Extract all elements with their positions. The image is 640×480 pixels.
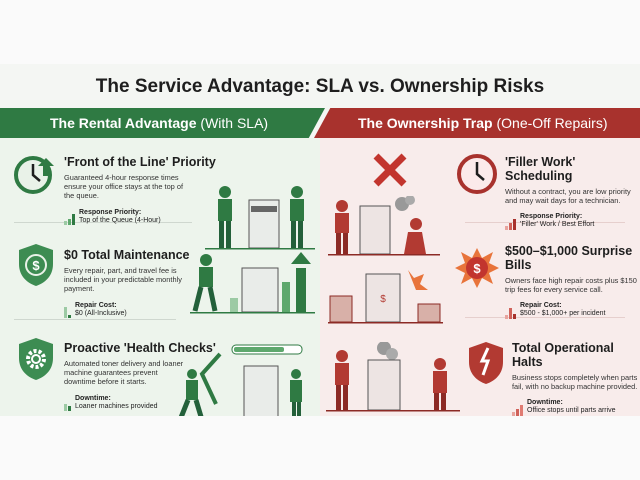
ownership-item-scheduling: 'Filler Work' Scheduling Without a contra… bbox=[505, 155, 631, 230]
bar-chart-icon bbox=[512, 404, 523, 416]
clock-arrow-icon bbox=[14, 156, 54, 194]
robot-arm-copier-illustration bbox=[178, 344, 303, 416]
bar-chart-icon bbox=[64, 214, 75, 226]
bar-chart-icon bbox=[505, 218, 516, 230]
bar-chart-icon bbox=[505, 307, 516, 319]
svg-text:$: $ bbox=[473, 261, 481, 276]
bar-chart-icon bbox=[64, 307, 71, 319]
technician-savings-illustration bbox=[190, 252, 315, 314]
svg-text:$: $ bbox=[32, 258, 40, 273]
divider bbox=[14, 222, 192, 223]
technicians-copier-illustration bbox=[205, 186, 315, 250]
infographic: The Service Advantage: SLA vs. Ownership… bbox=[0, 64, 640, 416]
bar-chart-icon bbox=[64, 404, 71, 412]
rental-item-health-checks: Proactive 'Health Checks' Automated toner… bbox=[64, 341, 216, 412]
dollar-shield-icon: $ bbox=[19, 244, 53, 286]
rental-item-priority: 'Front of the Line' Priority Guaranteed 4… bbox=[64, 155, 216, 226]
gear-shield-icon bbox=[19, 338, 53, 380]
divider bbox=[465, 317, 625, 318]
page-title: The Service Advantage: SLA vs. Ownership… bbox=[95, 76, 545, 97]
broken-shield-icon bbox=[469, 342, 503, 384]
divider bbox=[14, 319, 176, 320]
dollar-burst-icon: $ bbox=[455, 248, 499, 288]
halted-office-illustration bbox=[326, 342, 460, 412]
repair-bills-illustration: $ bbox=[328, 270, 443, 324]
rental-item-maintenance: $0 Total Maintenance Every repair, part, … bbox=[64, 248, 190, 319]
x-mark-icon bbox=[373, 153, 407, 187]
ownership-header: The Ownership Trap (One-Off Repairs) bbox=[314, 108, 640, 138]
frustrated-owner-illustration bbox=[328, 196, 440, 256]
divider bbox=[465, 222, 625, 223]
rental-header: The Rental Advantage (With SLA) bbox=[0, 108, 325, 138]
ownership-item-halts: Total Operational Halts Business stops co… bbox=[512, 341, 638, 416]
clock-icon bbox=[457, 154, 497, 194]
svg-text:$: $ bbox=[380, 294, 386, 305]
ownership-item-bills: $500–$1,000 Surprise Bills Owners face hi… bbox=[505, 244, 637, 319]
